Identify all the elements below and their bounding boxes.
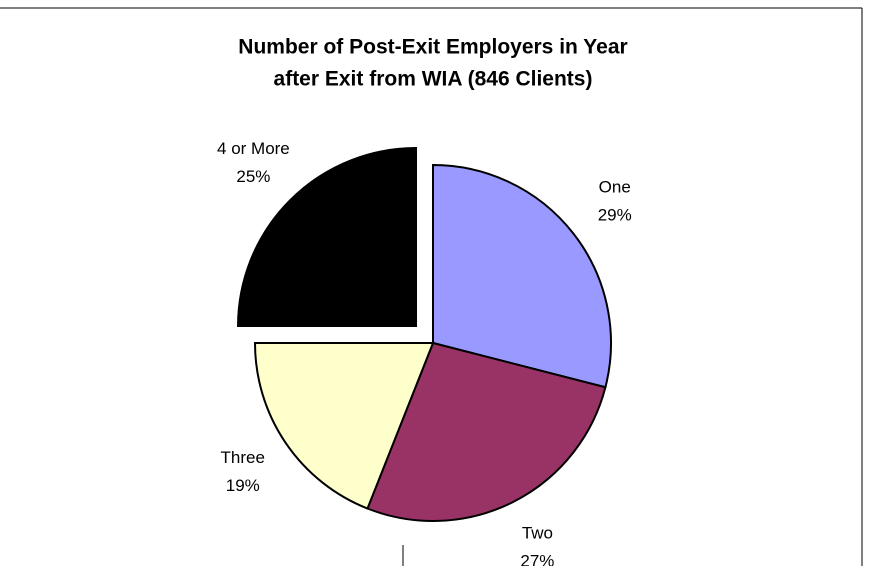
slice-value-label: 27% bbox=[520, 551, 554, 566]
pie-slice bbox=[366, 341, 607, 522]
pie-slice bbox=[253, 342, 435, 510]
chart-title: after Exit from WIA (846 Clients) bbox=[274, 68, 593, 91]
pie-slice bbox=[237, 147, 418, 328]
slice-value-label: 29% bbox=[598, 206, 632, 225]
slice-label: One bbox=[599, 178, 631, 197]
slice-value-label: 19% bbox=[226, 476, 260, 495]
slice-value-label: 25% bbox=[236, 167, 270, 186]
chart-title: Number of Post-Exit Employers in Year bbox=[238, 36, 627, 59]
slice-label: Two bbox=[522, 523, 553, 542]
slice-label: 4 or More bbox=[217, 139, 290, 158]
pie-slice bbox=[432, 163, 612, 389]
slice-label: Three bbox=[221, 448, 265, 467]
